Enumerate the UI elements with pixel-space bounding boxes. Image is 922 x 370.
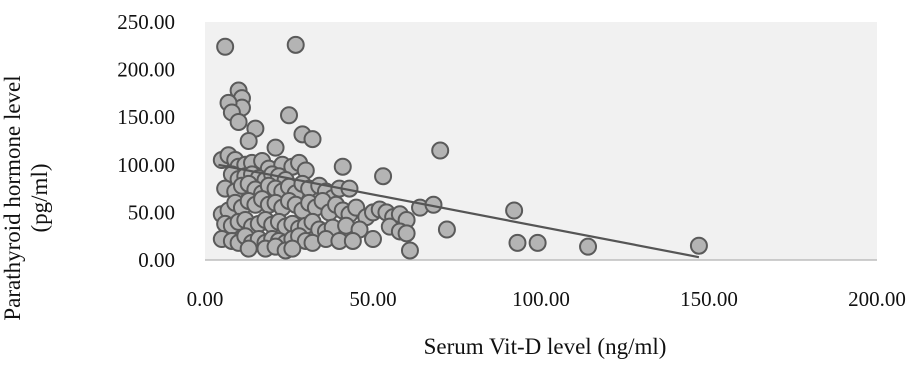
y-tick-label: 250.00 <box>117 10 175 34</box>
x-tick-label: 100.00 <box>512 287 570 311</box>
data-point <box>364 230 382 249</box>
y-axis-title-line-2: (pg/ml) <box>27 164 52 233</box>
data-point <box>528 233 547 252</box>
data-point <box>579 237 598 256</box>
data-point <box>374 167 393 186</box>
y-axis-title-line-1: Parathyroid hormone level <box>0 75 25 320</box>
data-point <box>216 37 235 56</box>
y-tick-label: 150.00 <box>117 105 175 129</box>
y-tick-label: 50.00 <box>128 200 175 224</box>
data-point <box>239 239 258 258</box>
data-point <box>280 106 298 125</box>
data-point <box>266 138 285 157</box>
data-point <box>283 239 302 258</box>
data-point <box>689 236 708 255</box>
data-point <box>229 112 248 131</box>
data-point <box>303 130 322 149</box>
x-axis-title: Serum Vit-D level (ng/ml) <box>424 334 667 359</box>
data-points <box>212 35 708 260</box>
data-point <box>397 224 416 243</box>
data-point <box>505 201 524 220</box>
y-tick-label: 0.00 <box>138 248 175 272</box>
x-tick-label: 150.00 <box>680 287 738 311</box>
trendline <box>218 163 700 259</box>
data-point <box>431 141 450 160</box>
x-tick-labels: 0.00 50.00 100.00 150.00 200.00 <box>187 287 906 311</box>
x-tick-label: 0.00 <box>187 287 224 311</box>
data-point <box>343 231 362 250</box>
data-point <box>400 241 419 260</box>
data-point <box>239 132 258 150</box>
data-point <box>437 220 456 239</box>
x-tick-label: 50.00 <box>349 287 396 311</box>
y-tick-labels: 0.00 50.00 100.00 150.00 200.00 250.00 <box>117 10 175 272</box>
y-tick-label: 100.00 <box>117 153 175 177</box>
x-tick-label: 200.00 <box>848 287 906 311</box>
data-point <box>286 35 305 54</box>
data-point <box>333 157 352 176</box>
y-tick-label: 200.00 <box>117 58 175 82</box>
data-point <box>508 233 527 252</box>
